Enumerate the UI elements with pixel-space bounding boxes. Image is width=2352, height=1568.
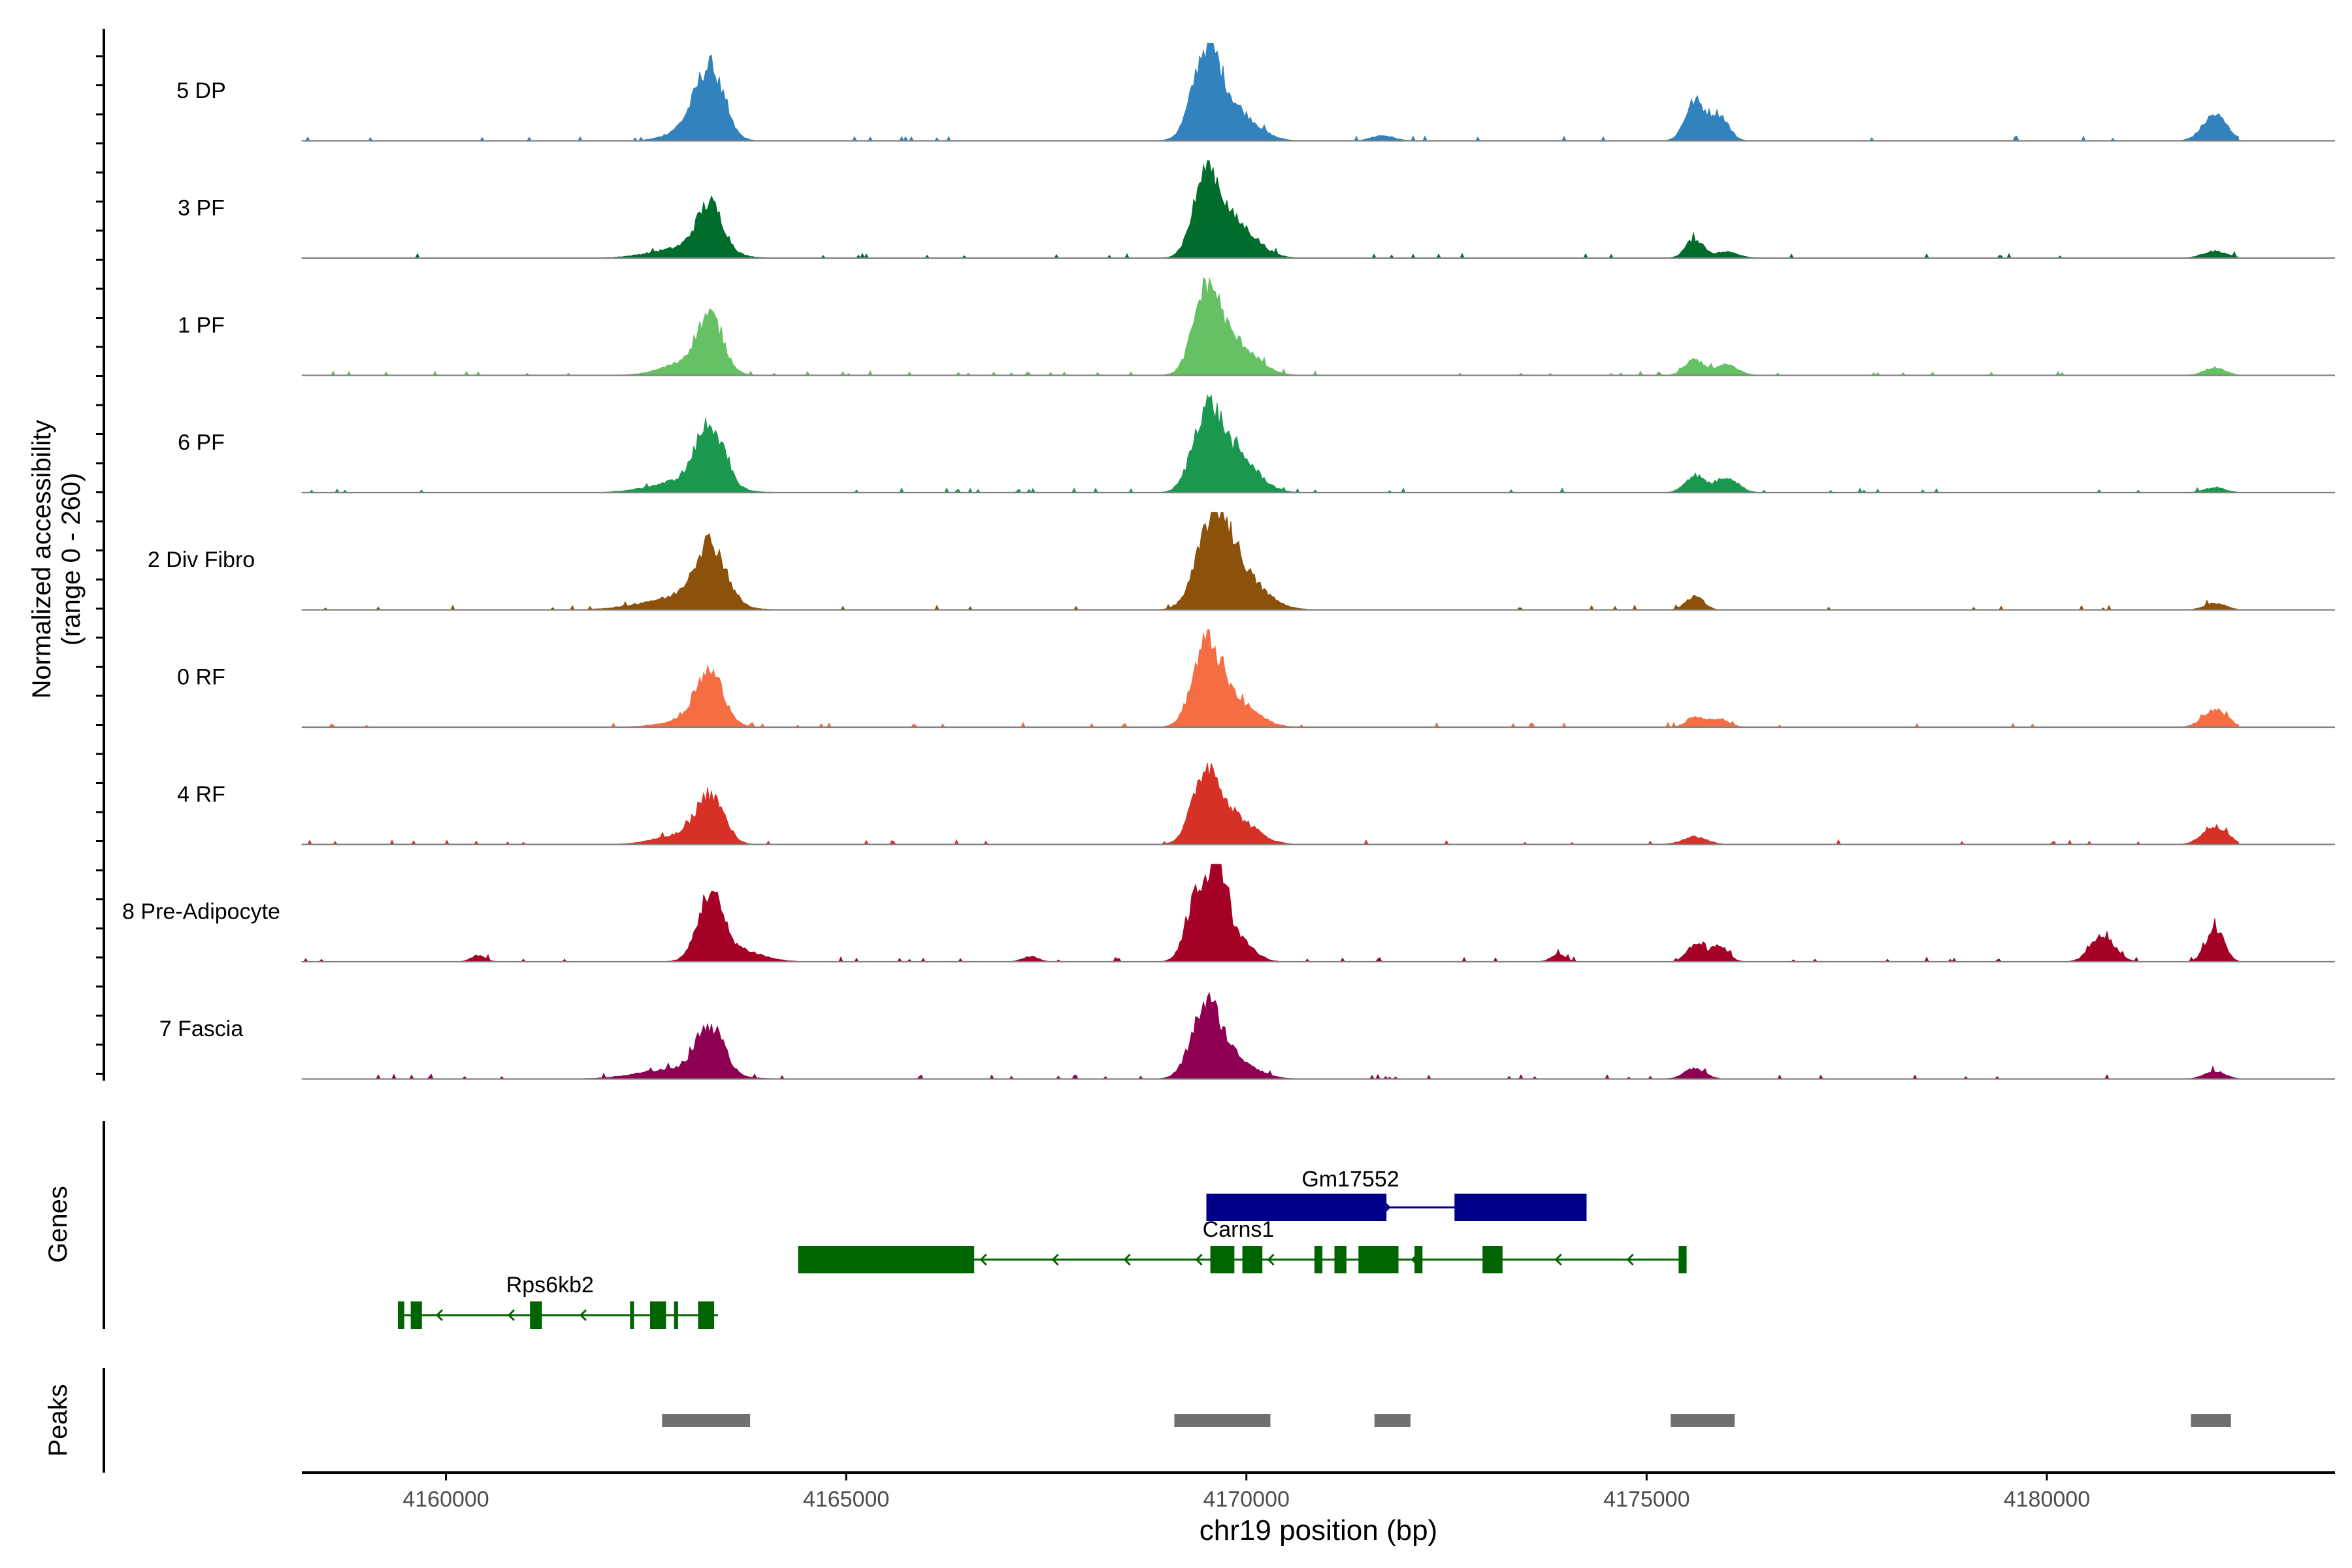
strand-arrow (1554, 1253, 1562, 1266)
strand-arrow (579, 1309, 587, 1322)
gene-label: Carns1 (1203, 1217, 1275, 1242)
track-label: 3 PF (178, 196, 225, 221)
gene-exon (1206, 1194, 1387, 1221)
x-axis-ticks: 4160000 4165000 4170000 4175000 4180000 (402, 1473, 2090, 1512)
track-label: 2 Div Fibro (148, 547, 255, 572)
track-0: 5 DP (176, 42, 2335, 142)
gene-exon (674, 1301, 678, 1329)
gene-exon (1358, 1246, 1399, 1273)
gene-exon (1314, 1246, 1323, 1273)
strand-arrow (1195, 1253, 1203, 1266)
track-7: 8 Pre-Adipocyte (122, 864, 2335, 963)
gene-exon (1482, 1246, 1503, 1273)
peaks-panel-label: Peaks (44, 1384, 73, 1456)
coverage-tracks: 5 DP 3 PF 1 PF 6 PF 2 Div Fibro 0 RF 4 RF 8 Pre… (122, 42, 2335, 1080)
track-8: 7 Fascia (159, 991, 2335, 1080)
gene-exon (1242, 1246, 1263, 1273)
strand-arrow (1123, 1253, 1131, 1266)
track-5: 0 RF (177, 629, 2335, 728)
x-tick-label: 4170000 (1203, 1487, 1290, 1512)
strand-arrow (1626, 1253, 1634, 1266)
y-axis-title: Normalized accessibility (27, 420, 56, 699)
gene-exon (798, 1246, 975, 1273)
x-tick-label: 4160000 (402, 1487, 489, 1512)
gene-label: Rps6kb2 (506, 1273, 594, 1298)
track-label: 0 RF (177, 665, 225, 690)
x-axis-title: chr19 position (bp) (1200, 1514, 1437, 1546)
track-label: 4 RF (177, 782, 225, 807)
track-label: 7 Fascia (159, 1017, 244, 1041)
track-4: 2 Div Fibro (148, 512, 2335, 611)
peak-region (1174, 1414, 1271, 1427)
gene-exon (1414, 1246, 1423, 1273)
strand-arrow (507, 1309, 515, 1322)
track-1: 3 PF (178, 160, 2335, 259)
strand-arrow (979, 1253, 987, 1266)
track-label: 8 Pre-Adipocyte (122, 900, 280, 924)
peak-region (1374, 1414, 1411, 1427)
gene-gm17552: Gm17552 (1206, 1167, 1587, 1221)
gene-exon (1210, 1246, 1235, 1273)
gene-exon (1454, 1194, 1587, 1221)
gene-track: Gm17552 Carns1 Rps6kb2 (398, 1167, 1687, 1329)
peak-region (2191, 1414, 2231, 1427)
gene-exon (1334, 1246, 1347, 1273)
gene-label: Gm17552 (1301, 1167, 1399, 1192)
peak-region (1671, 1414, 1735, 1427)
strand-arrow (1267, 1253, 1275, 1266)
x-tick-label: 4175000 (1603, 1487, 1690, 1512)
gene-exon (410, 1301, 422, 1329)
gene-exon (649, 1301, 666, 1329)
track-label: 5 DP (176, 78, 226, 103)
peak-region (662, 1414, 751, 1427)
track-label: 1 PF (178, 313, 225, 338)
coverage-y-ticks (96, 55, 104, 1075)
gene-exon (1678, 1246, 1687, 1273)
gene-exon (398, 1301, 404, 1329)
x-tick-label: 4180000 (2004, 1487, 2090, 1512)
gene-carns1: Carns1 (798, 1217, 1687, 1273)
gene-exon (530, 1301, 542, 1329)
x-tick-label: 4165000 (803, 1487, 889, 1512)
gene-rps6kb2: Rps6kb2 (398, 1273, 719, 1329)
track-2: 1 PF (178, 277, 2335, 376)
y-axis-subtitle: (range 0 - 260) (57, 473, 86, 646)
gene-exon (630, 1301, 634, 1329)
track-3: 6 PF (178, 394, 2335, 494)
strand-arrow (435, 1309, 444, 1322)
track-6: 4 RF (177, 762, 2335, 845)
genes-panel-label: Genes (44, 1186, 73, 1263)
track-label: 6 PF (178, 431, 225, 455)
gene-exon (698, 1301, 714, 1329)
strand-arrow (1051, 1253, 1059, 1266)
peak-track (662, 1414, 2231, 1427)
